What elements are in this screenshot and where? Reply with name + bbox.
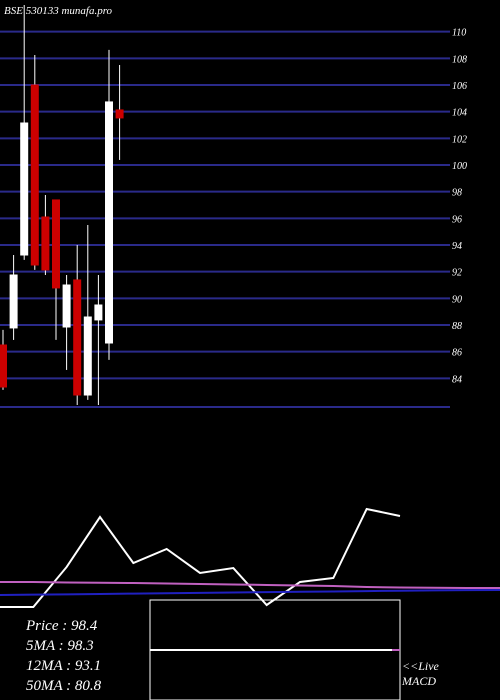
candle-body — [52, 199, 60, 289]
legend-text: 12MA : 93.1 — [26, 658, 101, 674]
macd-label: <<Live — [402, 659, 440, 673]
legend-text: 50MA : 80.8 — [26, 678, 102, 694]
y-tick-label: 106 — [452, 81, 467, 92]
y-tick-label: 88 — [452, 321, 462, 332]
candle-body — [0, 344, 7, 388]
candle-body — [94, 304, 103, 321]
candle-body — [73, 279, 82, 396]
y-tick-label: 108 — [452, 54, 467, 65]
candle-body — [20, 122, 29, 256]
candle-body — [105, 101, 113, 344]
y-tick-label: 94 — [452, 241, 462, 252]
series-line — [0, 589, 500, 597]
y-tick-label: 102 — [452, 134, 467, 145]
series-line — [0, 507, 401, 609]
candle-body — [30, 84, 39, 266]
legend-text: 5MA : 98.3 — [26, 638, 94, 654]
y-tick-label: 96 — [452, 214, 462, 225]
y-tick-label: 100 — [452, 161, 467, 172]
y-tick-label: 98 — [452, 188, 462, 199]
series-line — [0, 580, 500, 589]
macd-label: MACD — [401, 674, 436, 688]
chart-title: BSE 530133 munafa.pro — [4, 5, 113, 17]
legend-text: Price : 98.4 — [25, 618, 98, 634]
candle-body — [41, 216, 50, 271]
y-tick-label: 92 — [452, 268, 462, 279]
y-tick-label: 90 — [452, 294, 462, 305]
candle-body — [62, 284, 71, 328]
y-tick-label: 84 — [452, 374, 462, 385]
candle-body — [115, 109, 124, 119]
candle-body — [9, 274, 18, 329]
y-tick-label: 110 — [452, 28, 466, 39]
y-tick-label: 104 — [452, 108, 467, 119]
y-tick-label: 86 — [452, 348, 462, 359]
candle-body — [83, 316, 92, 396]
